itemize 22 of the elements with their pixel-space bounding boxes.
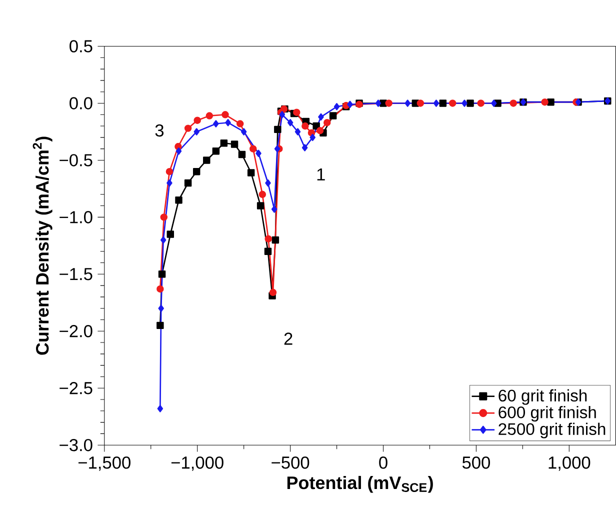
y-tick-label: −1.0 <box>60 211 92 224</box>
x-tick-label: −500 <box>272 456 310 469</box>
legend-label: 600 grit finish <box>498 406 596 422</box>
y-tick-label: −0.5 <box>60 154 92 166</box>
y-tick-label: −3.0 <box>60 438 92 452</box>
legend-label: 2500 grit finish <box>498 422 606 438</box>
x-tick-label: −1,500 <box>78 456 130 471</box>
text: Current Density (mA/cm$^{2}$) <box>32 136 52 355</box>
x-tick-label: −1,000 <box>171 456 224 471</box>
y-tick-label: −1.5 <box>60 268 92 280</box>
x-tick-label: 0 <box>379 456 388 469</box>
text: Potential (mV$_{SCE}$) <box>287 476 433 493</box>
x-tick-label: 1,000 <box>548 456 590 471</box>
y-tick-label: 0.5 <box>70 40 92 52</box>
y-tick-label: −2.0 <box>60 324 92 338</box>
legend-label: 60 grit finish <box>498 389 587 405</box>
y-tick-label: 0.0 <box>70 97 92 110</box>
x-tick-label: 500 <box>462 456 490 469</box>
annotation: 3 <box>155 124 164 137</box>
annotation: 1 <box>317 168 325 180</box>
annotation: 2 <box>284 332 292 345</box>
y-tick-label: −2.5 <box>60 382 92 394</box>
